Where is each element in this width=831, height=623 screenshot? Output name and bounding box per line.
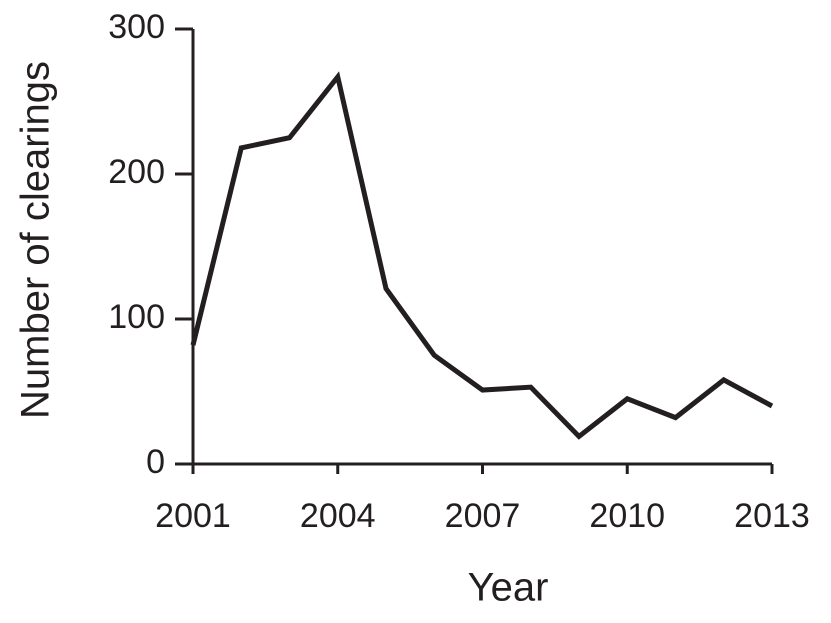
y-tick-label: 100	[108, 298, 165, 336]
x-tick-label: 2007	[445, 497, 521, 535]
x-tick-label: 2004	[300, 497, 376, 535]
data-line	[190, 71, 774, 440]
x-tick-label: 2001	[155, 497, 231, 535]
x-tick-label: 2013	[734, 497, 810, 535]
x-tick-label: 2010	[589, 497, 665, 535]
x-axis-label: Year	[468, 566, 549, 610]
y-tick-label: 0	[146, 443, 165, 481]
y-axis-label: Number of clearings	[14, 61, 58, 419]
y-tick-label: 200	[108, 153, 165, 191]
y-tick-label: 300	[108, 8, 165, 46]
